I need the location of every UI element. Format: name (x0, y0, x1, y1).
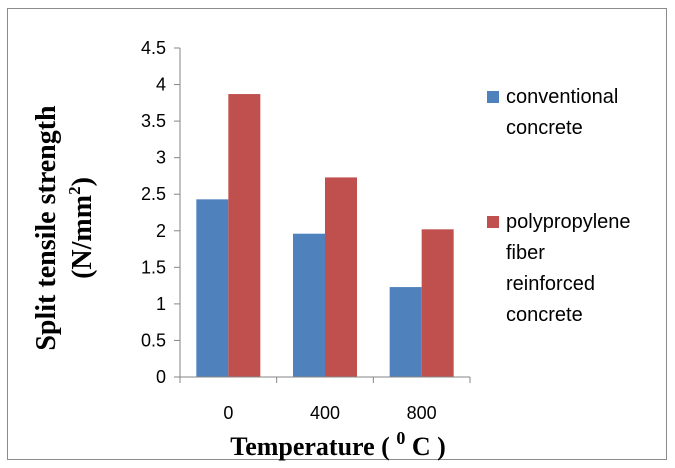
legend-swatch (487, 216, 499, 228)
x-axis-title-before: Temperature ( (230, 432, 396, 461)
y-axis-title-line2-after: ) (67, 177, 98, 186)
y-tick-label: 4 (156, 75, 166, 95)
x-tick-label: 0 (223, 403, 233, 423)
y-axis: 0 0.5 1 1.5 2 2.5 3 3.5 4 4.5 (141, 38, 181, 387)
x-axis-title-after: C ) (405, 432, 445, 461)
x-tick-label: 800 (407, 403, 437, 423)
y-tick-label: 2.5 (141, 184, 166, 204)
legend-label: reinforced (506, 273, 595, 295)
y-tick-label: 3.5 (141, 111, 166, 131)
svg-text:(N/mm2): (N/mm2) (65, 177, 98, 279)
bar-conventional-800 (389, 287, 422, 377)
x-axis: 0 400 800 (179, 376, 471, 423)
x-axis-title: Temperature ( 0 C ) (230, 428, 446, 461)
legend-label: fiber (506, 242, 545, 264)
bars-group (196, 94, 454, 377)
svg-text:Split tensile strength: Split tensile strength (31, 105, 62, 351)
legend-label: polypropylene (506, 211, 631, 233)
bar-pp-fiber-0 (228, 94, 261, 377)
y-tick-label: 3 (156, 148, 166, 168)
bar-conventional-400 (293, 233, 325, 377)
legend: conventional concrete polypropylene fiber re… (487, 86, 631, 326)
x-tick-label: 400 (310, 403, 340, 423)
y-tick-label: 1.5 (141, 257, 166, 277)
y-tick-label: 1 (156, 294, 166, 314)
legend-label: concrete (506, 304, 583, 326)
y-tick-label: 0.5 (141, 330, 166, 350)
legend-label: concrete (506, 117, 583, 139)
y-axis-title-line1: Split tensile strength (31, 105, 62, 351)
legend-swatch (487, 91, 499, 103)
y-axis-title-superscript: 2 (65, 186, 84, 195)
legend-label: conventional (506, 86, 618, 108)
y-axis-title: Split tensile strength (N/mm2) (31, 105, 98, 351)
bar-pp-fiber-800 (421, 229, 454, 377)
bar-conventional-0 (196, 199, 229, 377)
y-tick-label: 0 (156, 367, 166, 387)
y-axis-title-line2-before: (N/mm (67, 195, 98, 279)
bar-pp-fiber-400 (325, 177, 357, 377)
y-tick-label: 2 (156, 221, 166, 241)
x-axis-title-superscript: 0 (396, 428, 405, 448)
y-tick-label: 4.5 (141, 38, 166, 58)
